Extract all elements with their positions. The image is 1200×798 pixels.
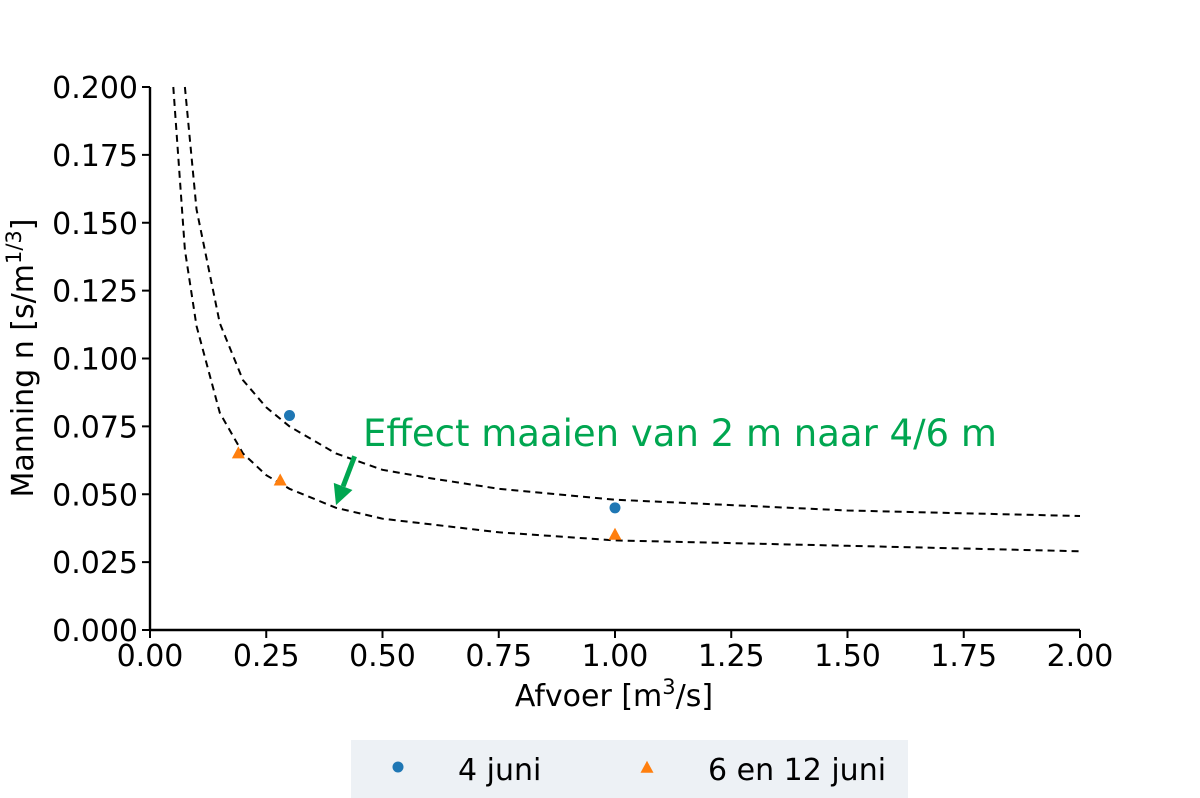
legend-marker-4-juni <box>392 761 404 773</box>
fit-curves <box>172 86 1081 553</box>
fit-curve-2 <box>172 86 1081 553</box>
x-tick-label: 1.00 <box>582 639 649 674</box>
y-axis-label: Manning n [s/m1/3] <box>2 219 41 498</box>
data-point-6-en-12-juni <box>273 473 287 486</box>
x-tick-label: 1.50 <box>814 639 881 674</box>
fit-curve-1 <box>183 86 1081 517</box>
x-tick-label: 2.00 <box>1047 639 1114 674</box>
x-tick-label: 1.75 <box>930 639 997 674</box>
data-point-4-juni <box>609 502 621 514</box>
y-tick-label: 0.150 <box>52 207 138 242</box>
legend-background <box>351 740 908 798</box>
y-tick-label: 0.125 <box>52 275 138 310</box>
data-point-6-en-12-juni <box>231 446 245 459</box>
legend: 4 juni 6 en 12 juni <box>351 740 908 798</box>
x-ticks: 0.00 0.25 0.50 0.75 1.00 1.25 1.50 1.75 2.00 <box>117 630 1114 674</box>
x-tick-label: 1.25 <box>698 639 765 674</box>
x-tick-label: 0.75 <box>465 639 532 674</box>
annotation-arrow-shaft <box>340 455 357 488</box>
y-axis-label-sup: 1/3 <box>2 230 26 264</box>
y-tick-label: 0.175 <box>52 139 138 174</box>
data-point-4-juni <box>284 410 295 422</box>
y-tick-label: 0.100 <box>52 343 138 378</box>
legend-label-4-juni: 4 juni <box>458 753 541 788</box>
y-tick-label: 0.075 <box>52 410 138 445</box>
x-tick-label: 0.50 <box>349 639 416 674</box>
axes <box>148 87 1080 632</box>
y-axis-label-tail: ] <box>6 219 41 231</box>
y-axis-label-base: Manning n [s/m <box>6 264 41 497</box>
annotation-arrow-head <box>333 482 353 506</box>
annotation-arrow <box>333 455 357 506</box>
data-points <box>231 410 622 540</box>
x-tick-label: 0.00 <box>117 639 184 674</box>
legend-label-6-en-12-juni: 6 en 12 juni <box>708 753 886 788</box>
x-axis-label-base: Afvoer [m <box>515 679 662 714</box>
y-tick-label: 0.050 <box>52 478 138 513</box>
x-axis-label-sup: 3 <box>662 675 675 699</box>
y-ticks: 0.000 0.025 0.050 0.075 0.100 0.125 0.150 0.175… <box>52 71 150 649</box>
y-tick-label: 0.000 <box>52 614 138 649</box>
annotation-text: Effect maaien van 2 m naar 4/6 m <box>363 412 997 455</box>
x-axis-label: Afvoer [m3/s] <box>515 675 713 714</box>
legend-marker-6-en-12-juni <box>640 760 654 773</box>
legend-marker-6-en-12-juni <box>640 760 654 773</box>
legend-marker-4-juni <box>392 761 404 773</box>
annotation: Effect maaien van 2 m naar 4/6 m <box>333 412 997 506</box>
x-tick-label: 0.25 <box>233 639 300 674</box>
y-tick-label: 0.200 <box>52 71 138 106</box>
y-tick-label: 0.025 <box>52 546 138 581</box>
data-point-6-en-12-juni <box>608 527 622 540</box>
x-axis-label-tail: /s] <box>676 679 713 714</box>
